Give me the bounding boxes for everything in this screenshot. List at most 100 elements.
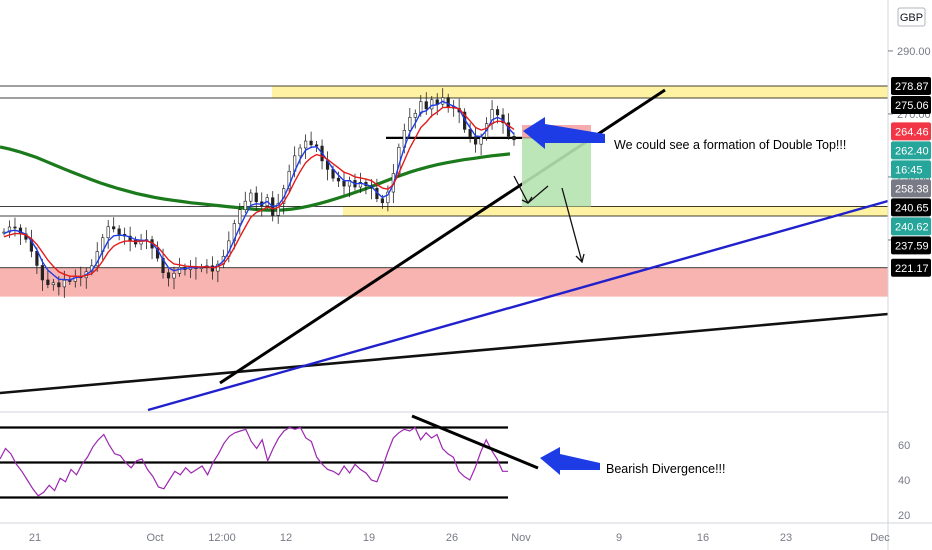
blue-arrow-icon [523, 117, 605, 149]
rsi-tick-label: 40 [898, 475, 910, 487]
candle-body [62, 279, 66, 288]
price-tag-label: 240.65 [895, 202, 929, 214]
ema-slow-line [3, 106, 515, 278]
price-tag [891, 258, 931, 277]
candle-body [309, 140, 313, 146]
time-tick-label: 12:00 [208, 532, 236, 544]
price-tag [891, 179, 931, 198]
price-tag-label: 275.06 [895, 100, 929, 112]
candle-body [106, 226, 110, 239]
time-tick-label: 26 [446, 532, 458, 544]
candle-body [112, 226, 116, 230]
candle-body [117, 228, 121, 235]
candle-body [7, 226, 12, 233]
price-tag [891, 160, 931, 179]
currency-badge[interactable] [897, 7, 926, 27]
candle-body [342, 180, 346, 187]
price-tag [891, 141, 931, 160]
candle-body [468, 129, 472, 137]
candle-body [46, 279, 50, 285]
candle-body [336, 177, 341, 182]
price-tag [891, 122, 931, 141]
time-tick-label: 19 [363, 532, 375, 544]
arrow-head [575, 253, 585, 264]
rsi-panel [0, 414, 539, 499]
blue-arrow-icon [540, 447, 600, 475]
candle-body [304, 140, 308, 149]
price-tick-label: 290.00 [897, 46, 931, 58]
candle-body [57, 282, 61, 288]
price-tag-label: 16:45 [895, 164, 923, 176]
candle-body [238, 209, 242, 224]
price-tag [891, 217, 931, 236]
candle-body [495, 109, 500, 116]
time-axis[interactable]: 21 Oct 12:00 12 19 26 Nov 9 16 23 Dec [29, 532, 890, 544]
candle-body [35, 250, 39, 266]
price-tag [891, 96, 931, 114]
zone-demand [0, 267, 888, 297]
zone-support [343, 206, 888, 217]
take-profit-zone [522, 137, 591, 207]
candle-body [40, 265, 44, 281]
annotations: We could see a formation of Double Top!!… [523, 117, 846, 476]
price-tag [891, 77, 931, 95]
candle-body [512, 136, 516, 141]
candle-body [479, 136, 483, 145]
price-tag-label: 262.40 [895, 145, 929, 157]
price-tag-label: 240.62 [895, 221, 929, 233]
time-tick-label: 23 [780, 532, 792, 544]
candle-body [386, 191, 390, 204]
price-tag [891, 198, 931, 217]
time-tick-label: 12 [280, 532, 292, 544]
currency-label: GBP [900, 12, 923, 24]
ma-long-line [0, 145, 511, 212]
ema-fast-line [3, 100, 515, 281]
divergence-line [411, 414, 539, 470]
candle-body [424, 101, 428, 110]
candle-body [243, 200, 247, 211]
emas [3, 100, 515, 281]
time-tick-label: 9 [616, 532, 622, 544]
price-axis[interactable]: 290.00270.00250.00230.00278.87275.06264.… [888, 46, 931, 277]
candle-body [358, 181, 363, 188]
candle-body [474, 136, 478, 145]
zone-resistance [272, 86, 888, 99]
time-tick-label: Oct [146, 532, 163, 544]
double-top-annotation: We could see a formation of Double Top!!… [614, 138, 846, 152]
price-tag [891, 236, 931, 255]
candle-body [287, 170, 291, 189]
price-tag-label: 237.59 [895, 240, 929, 252]
candle-body [380, 198, 384, 204]
target-path [561, 187, 583, 263]
candle-body [408, 117, 412, 131]
rsi-tick-label: 20 [898, 510, 910, 522]
time-tick-label: Nov [511, 532, 531, 544]
candle-body [172, 273, 176, 279]
divergence-annotation: Bearish Divergence!!! [606, 462, 726, 476]
candle-body [276, 203, 280, 216]
candle-body [413, 113, 417, 118]
candle-body [13, 226, 17, 229]
candle-body [216, 263, 220, 272]
price-tag-label: 258.38 [895, 183, 929, 195]
price-tag-label: 278.87 [895, 81, 929, 93]
candle-body [430, 99, 434, 110]
candle-body [166, 272, 171, 279]
candle-body [249, 192, 253, 202]
time-tick-label: 21 [29, 532, 41, 544]
long-moving-average [0, 145, 511, 212]
candle-body [210, 265, 214, 272]
arrow-head [521, 196, 533, 204]
candle-body [51, 282, 55, 285]
time-tick-label: Dec [870, 532, 890, 544]
price-tag-label: 221.17 [895, 263, 929, 275]
candle-body [298, 147, 302, 157]
rsi-axis: 60 40 20 [898, 440, 910, 522]
rsi-line [0, 426, 508, 497]
blue-trendline [147, 199, 889, 412]
rsi-tick-label: 60 [898, 440, 910, 452]
candle-body [446, 97, 450, 107]
long-trendline [0, 312, 889, 395]
candle-body [177, 267, 182, 274]
